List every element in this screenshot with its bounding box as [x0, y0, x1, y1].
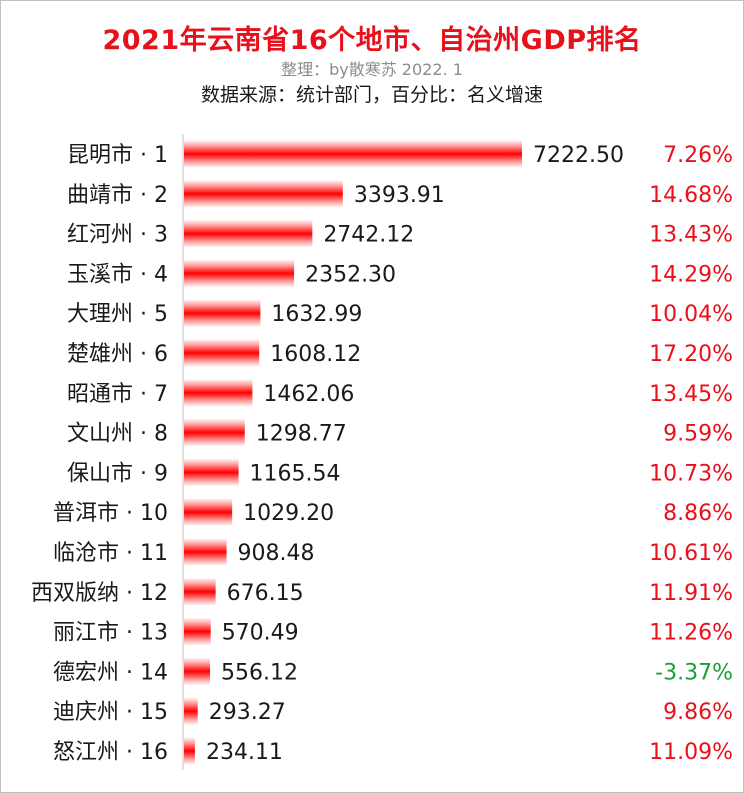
category-label: 西双版纳 · 12	[31, 581, 168, 606]
value-label: 1632.99	[271, 302, 362, 327]
category-label: 丽江市 · 13	[53, 621, 168, 646]
gdp-bar	[184, 339, 260, 367]
value-label: 908.48	[238, 541, 315, 566]
growth-label: 13.43%	[649, 223, 733, 248]
value-label: 556.12	[221, 660, 298, 685]
gdp-bar	[184, 219, 313, 248]
category-label: 德宏州 · 14	[53, 660, 168, 685]
growth-label: 11.91%	[649, 581, 733, 606]
gdp-bar	[184, 179, 343, 208]
category-label: 临沧市 · 11	[53, 541, 168, 566]
gdp-bar	[184, 498, 233, 527]
category-label: 楚雄州 · 6	[67, 342, 168, 367]
value-label: 1608.12	[270, 342, 361, 367]
value-label: 570.49	[222, 621, 299, 646]
category-label: 文山州 · 8	[67, 422, 168, 447]
gdp-bar	[184, 617, 211, 646]
category-label: 普洱市 · 10	[53, 501, 168, 526]
gdp-bar	[184, 697, 198, 726]
value-label: 676.15	[227, 581, 304, 606]
growth-label: 17.20%	[649, 342, 733, 367]
growth-label: 9.86%	[663, 700, 733, 725]
growth-label: 10.61%	[649, 541, 733, 566]
growth-label: 14.29%	[649, 262, 733, 287]
chart-title: 2021年云南省16个地市、自治州GDP排名	[102, 25, 642, 56]
category-label: 怒江州 · 16	[53, 740, 168, 765]
data-source-note: 数据来源：统计部门，百分比：名义增速	[200, 84, 543, 106]
growth-label: 14.68%	[649, 183, 733, 208]
category-label: 迪庆州 · 15	[53, 700, 168, 725]
value-label: 293.27	[209, 700, 286, 725]
growth-label: 8.86%	[663, 501, 733, 526]
growth-label: 9.59%	[663, 422, 733, 447]
value-label: 1165.54	[250, 461, 341, 486]
value-label: 2742.12	[323, 223, 414, 248]
value-label: 1029.20	[243, 501, 334, 526]
gdp-bar	[184, 577, 216, 606]
gdp-bar	[184, 140, 522, 168]
gdp-bar	[184, 378, 253, 407]
gdp-bar	[184, 458, 239, 487]
value-label: 2352.30	[305, 262, 396, 287]
value-label: 7222.50	[533, 143, 624, 168]
growth-label: 11.09%	[649, 740, 733, 765]
gdp-bar	[184, 657, 211, 686]
value-label: 1298.77	[256, 422, 347, 447]
category-label: 昆明市 · 1	[67, 143, 168, 168]
category-label: 昭通市 · 7	[67, 382, 168, 407]
category-label: 玉溪市 · 4	[67, 262, 168, 287]
growth-label: 11.26%	[649, 621, 733, 646]
growth-label: 7.26%	[663, 143, 733, 168]
gdp-bar	[184, 299, 261, 328]
growth-label: 13.45%	[649, 382, 733, 407]
growth-label: 10.04%	[649, 302, 733, 327]
gdp-bar	[184, 737, 195, 765]
gdp-bar	[184, 538, 227, 566]
value-label: 3393.91	[354, 183, 445, 208]
value-label: 1462.06	[263, 382, 354, 407]
category-label: 大理州 · 5	[67, 302, 168, 327]
value-label: 234.11	[206, 740, 283, 765]
gdp-bar	[184, 259, 295, 288]
category-label: 曲靖市 · 2	[67, 183, 168, 208]
chart-subtitle: 整理：by散寒苏 2022. 1	[281, 60, 463, 79]
gdp-bar	[184, 418, 245, 447]
category-label: 红河州 · 3	[67, 223, 168, 248]
category-label: 保山市 · 9	[67, 461, 168, 486]
growth-label: -3.37%	[655, 660, 733, 685]
growth-label: 10.73%	[649, 461, 733, 486]
